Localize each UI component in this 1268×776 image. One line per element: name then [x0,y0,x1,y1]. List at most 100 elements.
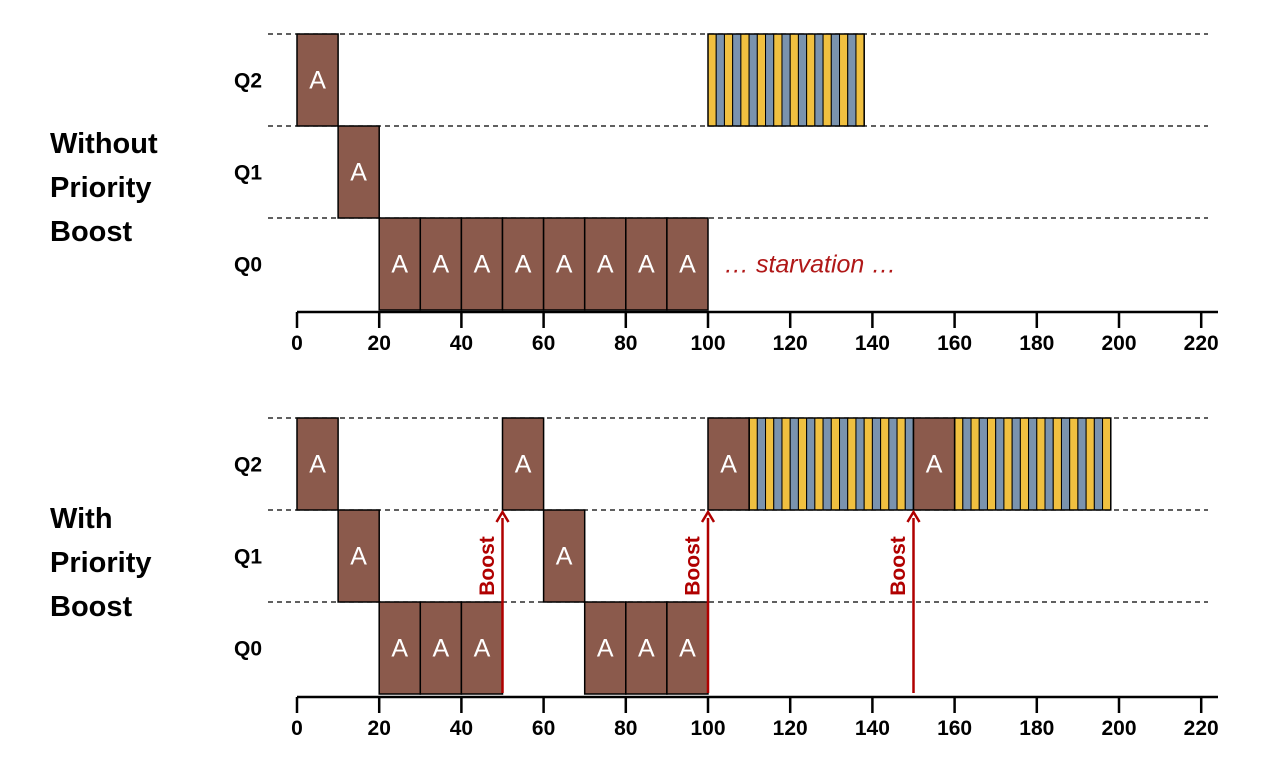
job-b-slice [1052,417,1062,511]
job-b-slice [847,417,857,511]
job-a-label: A [391,635,408,663]
axis-tick-label: 60 [532,717,555,740]
job-a-block [542,509,586,603]
axis-tick-label: 140 [855,332,890,355]
axis-tick-label: 20 [368,717,391,740]
job-a-label: A [638,251,655,279]
job-a-label: A [515,451,532,479]
axis-tick-label: 0 [291,717,303,740]
job-a-block [501,417,545,511]
job-c-slice [765,33,775,127]
title-line: Boost [50,591,133,623]
queue-label-q2: Q2 [234,70,262,93]
axis-tick-label: 160 [937,332,972,355]
job-a-label: A [391,251,408,279]
job-a-label: A [720,451,737,479]
job-a-block [296,417,339,511]
job-b-slice [707,33,717,127]
job-c-slice [822,417,832,511]
queue-label-q1: Q1 [234,546,262,569]
job-a-label: A [638,635,655,663]
job-c-slice [781,33,791,127]
title-line: Priority [50,172,152,204]
job-b-slice [765,417,775,511]
job-a-label: A [474,251,491,279]
job-b-slice [986,417,997,511]
starvation-annotation: … starvation … [724,251,896,279]
axis-tick-label: 80 [614,717,637,740]
axis-tick-label: 40 [450,332,473,355]
job-c-slice [830,33,841,127]
job-c-slice [1077,417,1087,511]
job-a-block [419,601,463,695]
job-b-slice [839,33,849,127]
job-a-label: A [556,251,573,279]
job-a-label: A [350,543,367,571]
job-b-slice [814,417,824,511]
job-b-slice [896,417,906,511]
job-a-label: A [597,635,614,663]
queue-label-q0: Q0 [234,638,262,661]
job-a-block [625,217,668,311]
job-a-block [460,217,504,311]
job-a-label: A [597,251,614,279]
panel-title-with-boost: With Priority Boost [50,497,152,629]
axis-tick-label: 40 [450,717,473,740]
job-a-label: A [556,543,573,571]
job-a-label: A [679,635,696,663]
job-b-slice [1085,417,1095,511]
axis-tick-label: 20 [368,332,391,355]
job-c-slice [1060,417,1071,511]
axis-tick-label: 120 [773,717,808,740]
job-a-block [337,509,380,603]
job-c-slice [1044,417,1054,511]
job-b-slice [880,417,890,511]
job-c-slice [871,417,882,511]
job-c-slice [855,417,865,511]
job-b-slice [1102,417,1112,511]
job-a-label: A [515,251,532,279]
queue-label-q2: Q2 [234,454,262,477]
job-a-block [707,417,750,511]
job-b-slice [806,33,816,127]
job-a-label: A [679,251,696,279]
axis-tick-label: 180 [1019,332,1054,355]
job-c-slice [1028,417,1038,511]
job-c-slice [773,417,783,511]
job-c-slice [1093,417,1104,511]
queue-label-q1: Q1 [234,162,262,185]
job-a-block [296,33,339,127]
job-c-slice [756,417,767,511]
job-a-label: A [433,635,450,663]
axis-tick-label: 0 [291,332,303,355]
job-b-slice [781,417,791,511]
axis-tick-label: 140 [855,717,890,740]
title-line: Boost [50,216,133,248]
axis-tick-label: 160 [937,717,972,740]
job-c-slice [839,417,849,511]
job-c-slice [797,33,808,127]
title-line: Priority [50,547,152,579]
job-c-slice [888,417,898,511]
axis-tick-label: 180 [1019,717,1054,740]
job-a-block [378,217,422,311]
title-line: With [50,503,113,535]
axis-tick-label: 200 [1101,332,1136,355]
job-b-slice [830,417,841,511]
boost-label: Boost [887,536,910,596]
job-a-block [337,125,380,219]
panel-title-without-boost: Without Priority Boost [50,122,158,254]
job-a-label: A [433,251,450,279]
axis-tick-label: 80 [614,332,637,355]
interleaved-jobs-block [707,33,865,127]
job-b-slice [740,33,750,127]
axis-tick-label: 100 [690,717,725,740]
job-a-block [583,601,627,695]
job-c-slice [962,417,972,511]
boost-arrow-head [495,509,510,523]
job-a-label: A [309,451,326,479]
axis-tick-label: 120 [773,332,808,355]
axis-tick-label: 100 [690,332,725,355]
title-line: Without [50,128,158,160]
